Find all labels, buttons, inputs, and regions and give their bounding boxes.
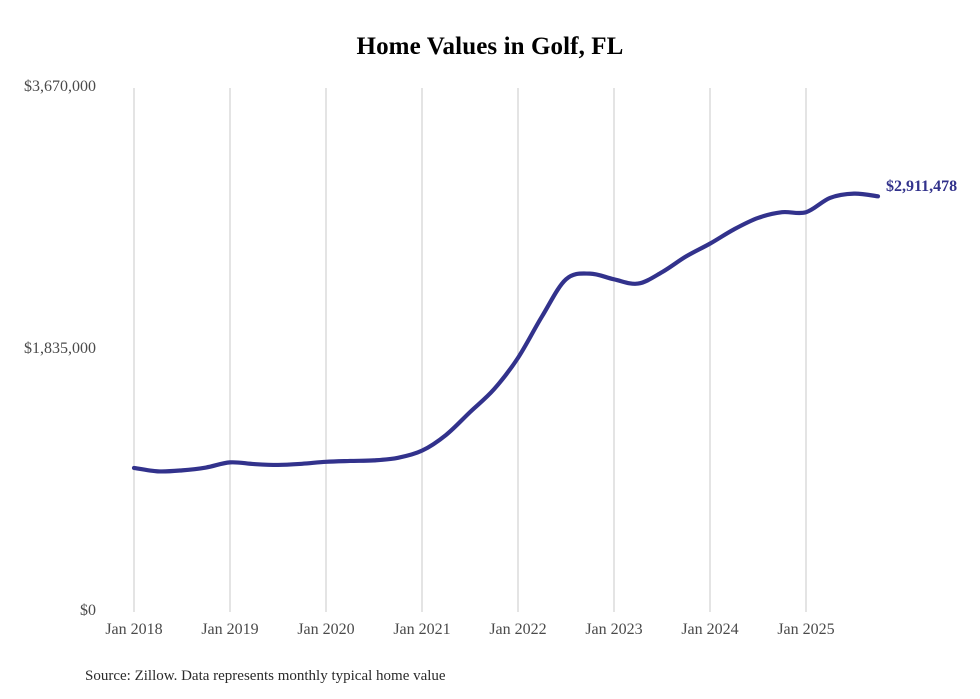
source-note: Source: Zillow. Data represents monthly … [85, 668, 446, 684]
value-line [131, 191, 881, 474]
x-tick-label: Jan 2021 [393, 621, 451, 638]
y-tick-label: $3,670,000 [24, 78, 96, 95]
x-tick-label: Jan 2019 [201, 621, 259, 638]
x-tick-label: Jan 2024 [681, 621, 739, 638]
x-tick-label: Jan 2020 [297, 621, 355, 638]
x-tick-label: Jan 2023 [585, 621, 643, 638]
x-tick-label: Jan 2018 [105, 621, 163, 638]
x-tick-label: Jan 2025 [777, 621, 835, 638]
y-tick-label: $0 [80, 602, 96, 619]
x-tick-label: Jan 2022 [489, 621, 547, 638]
end-value-label: $2,911,478 [886, 178, 958, 195]
gridlines-group [133, 88, 807, 612]
y-tick-label: $1,835,000 [24, 340, 96, 357]
chart-title: Home Values in Golf, FL [356, 33, 624, 60]
